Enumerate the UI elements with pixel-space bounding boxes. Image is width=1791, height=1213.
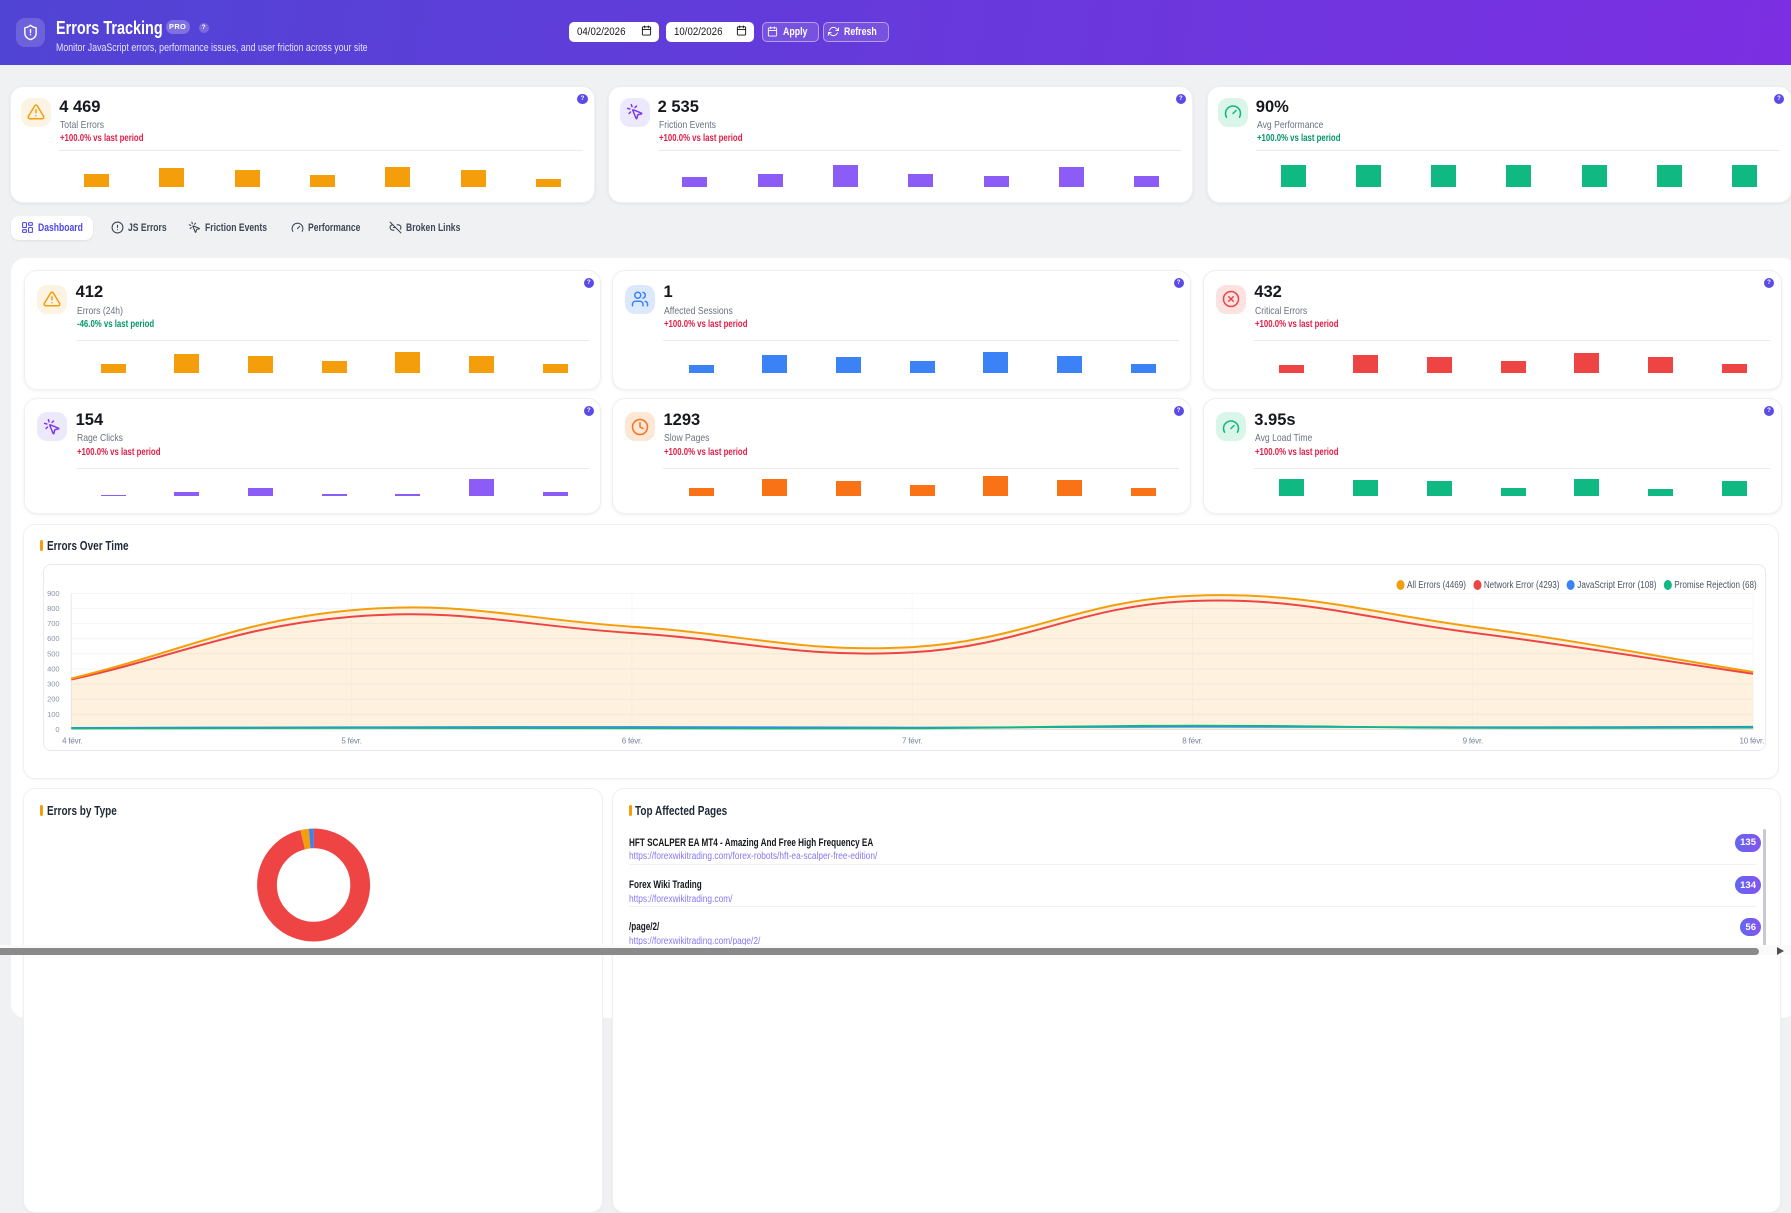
svg-text:6 févr.: 6 févr. — [622, 736, 642, 745]
svg-text:700: 700 — [47, 619, 60, 628]
svg-text:5 févr.: 5 févr. — [341, 736, 361, 745]
svg-text:200: 200 — [47, 694, 60, 703]
svg-text:7 févr.: 7 févr. — [902, 736, 922, 745]
svg-text:400: 400 — [47, 664, 60, 673]
svg-text:500: 500 — [47, 649, 60, 658]
svg-text:0: 0 — [55, 724, 59, 733]
svg-text:900: 900 — [47, 588, 60, 597]
svg-text:100: 100 — [47, 709, 60, 718]
svg-text:600: 600 — [47, 634, 60, 643]
svg-text:8 févr.: 8 févr. — [1182, 736, 1202, 745]
svg-text:10 févr.: 10 févr. — [1739, 736, 1764, 745]
svg-text:9 févr.: 9 févr. — [1463, 736, 1483, 745]
svg-text:300: 300 — [47, 679, 60, 688]
svg-text:800: 800 — [47, 604, 60, 613]
svg-text:4 févr.: 4 févr. — [62, 736, 82, 745]
